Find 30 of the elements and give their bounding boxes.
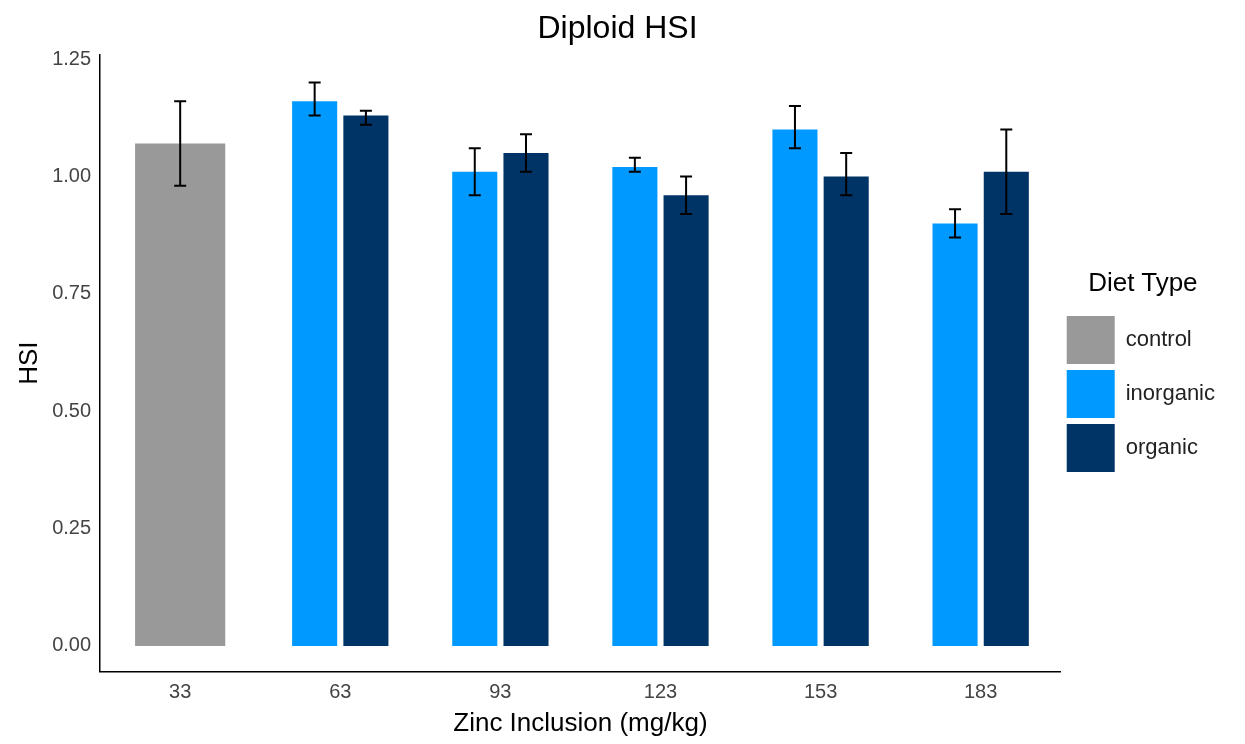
bar <box>343 115 389 646</box>
bar <box>663 195 709 646</box>
bar <box>772 129 818 646</box>
x-tick-label: 153 <box>803 680 838 703</box>
x-axis-title: Zinc Inclusion (mg/kg) <box>453 706 708 737</box>
bar <box>452 171 498 646</box>
bar <box>983 171 1029 646</box>
y-axis-title: HSI <box>12 341 43 385</box>
y-tick-label: 0.50 <box>52 398 92 421</box>
x-tick-label: 183 <box>963 680 998 703</box>
legend-label: control <box>1125 326 1192 352</box>
y-tick-label: 1.25 <box>52 46 92 69</box>
bar <box>823 176 869 646</box>
y-tick-label: 1.00 <box>52 163 92 186</box>
bar <box>612 167 658 646</box>
bar <box>932 223 978 646</box>
x-tick-label: 123 <box>643 680 678 703</box>
y-tick-label: 0.00 <box>52 633 92 656</box>
x-tick-label: 33 <box>169 680 192 703</box>
y-tick-label: 0.75 <box>52 281 92 304</box>
legend-label: organic <box>1125 434 1198 460</box>
legend-title: Diet Type <box>1088 267 1198 298</box>
bar <box>292 101 338 646</box>
legend-label: inorganic <box>1125 380 1215 406</box>
x-tick-label: 93 <box>489 680 512 703</box>
y-tick-label: 0.25 <box>52 516 92 539</box>
bar <box>135 143 226 646</box>
x-tick-label: 63 <box>329 680 352 703</box>
chart-title: Diploid HSI <box>537 9 698 46</box>
bar <box>503 153 549 646</box>
